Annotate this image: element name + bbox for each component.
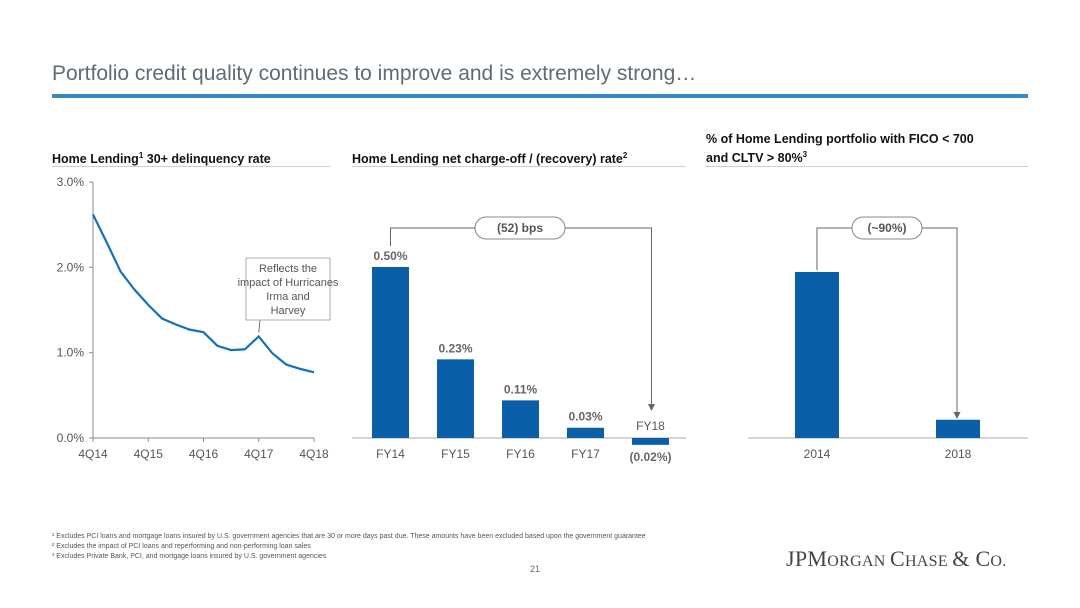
chart3-callout-label: (~90%) — [867, 221, 906, 235]
chart1-title: Home Lending1 30+ delinquency rate — [52, 151, 271, 167]
chart1-y-tick-label: 2.0% — [57, 260, 85, 274]
chart1-y-tick-label: 0.0% — [57, 431, 85, 445]
chart2-data-label: 0.03% — [568, 410, 602, 424]
chart3-callout: (~90%) — [816, 216, 961, 419]
chart3-bars: 2014 2018 — [795, 272, 980, 461]
slide-title: Portfolio credit quality continues to im… — [52, 62, 697, 85]
chart2-bar — [437, 359, 474, 438]
chart1-y-tick-label: 3.0% — [57, 175, 85, 189]
chart2-callout-arrowhead — [648, 404, 655, 411]
chart2-title-underline — [352, 166, 686, 167]
chart3-category-label: 2018 — [945, 447, 972, 461]
chart2-category-label: FY18 — [636, 419, 665, 433]
chart1-annotation-box — [245, 257, 331, 321]
chart1-annotation-leader — [258, 319, 261, 333]
chart2-category-label: FY15 — [441, 447, 470, 461]
chart2-category-label: FY14 — [376, 447, 405, 461]
chart1-x-tick-label: 4Q15 — [134, 447, 164, 461]
chart2-category-label: FY16 — [506, 447, 535, 461]
chart2-bar — [372, 267, 409, 438]
chart3-category-label: 2014 — [804, 447, 831, 461]
chart2-callout-bracket — [390, 227, 652, 404]
chart2-callout-label: (52) bps — [497, 221, 543, 235]
chart1-x-tick-label: 4Q16 — [189, 447, 219, 461]
chart1-y-tick-label: 1.0% — [57, 346, 85, 360]
chart3-bar — [795, 272, 839, 438]
page-number: 21 — [530, 564, 541, 574]
chart2-title: Home Lending net charge-off / (recovery)… — [352, 151, 628, 167]
chart1-x-tick-label: 4Q18 — [299, 447, 329, 461]
chart2-data-label: 0.50% — [373, 249, 407, 263]
chart2-category-label: FY17 — [571, 447, 600, 461]
chart1-title-underline — [52, 166, 330, 167]
chart1-x-ticks: 4Q14 4Q15 4Q16 4Q17 4Q18 — [78, 438, 329, 461]
chart2-bar — [502, 400, 539, 438]
chart1-annotation-text: Reflects the impact of Hurricanes Irma and… — [238, 263, 339, 317]
chart2-bar — [632, 438, 669, 445]
chart2-callout-pill — [474, 216, 566, 240]
title-rule — [52, 94, 1028, 98]
footnote-1: ¹ Excludes PCI loans and mortgage loans … — [52, 533, 646, 540]
chart1-y-ticks: 0.0% 1.0% 2.0% 3.0% — [57, 175, 93, 445]
chart3-title-underline — [706, 166, 1028, 167]
chart1-x-tick-label: 4Q17 — [244, 447, 274, 461]
chart3-callout-pill — [851, 216, 923, 240]
chart2-data-label: (0.02%) — [629, 450, 671, 464]
chart2-data-label: 0.11% — [504, 382, 538, 396]
chart2-bar — [567, 427, 604, 438]
jpmorgan-chase-logo: JPMORGAN CHASE & CO. — [786, 546, 1007, 571]
chart2-bars: 0.50% FY14 0.23% FY15 0.11% FY16 0.03% FY17 (0.0… — [372, 249, 672, 464]
footnote-3: ³ Excludes Private Bank, PCI, and mortga… — [52, 553, 327, 560]
chart3-title: % of Home Lending portfolio with FICO < … — [706, 132, 974, 166]
footnote-2: ² Excludes the impact of PCI loans and r… — [52, 543, 311, 550]
chart3-callout-arrowhead — [953, 412, 961, 419]
chart2-data-label: 0.23% — [438, 341, 472, 355]
chart1-x-tick-label: 4Q14 — [78, 447, 108, 461]
chart3-bar — [936, 419, 980, 438]
chart2-callout: (52) bps — [390, 216, 655, 411]
chart1-series-line — [92, 213, 315, 374]
